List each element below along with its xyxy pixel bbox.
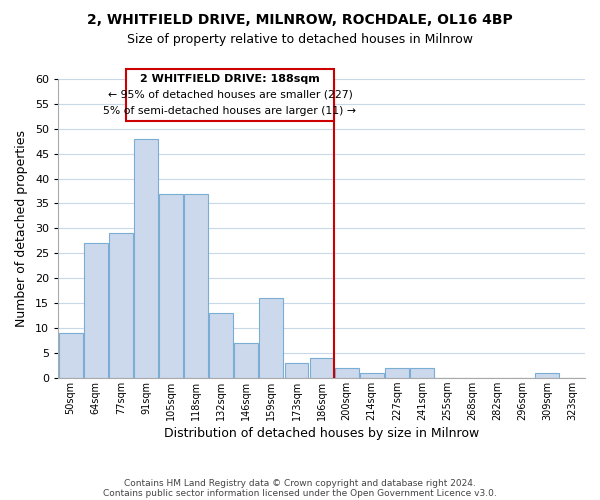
- Bar: [235, 343, 258, 378]
- Text: 2 WHITFIELD DRIVE: 188sqm: 2 WHITFIELD DRIVE: 188sqm: [140, 74, 320, 84]
- Bar: [209, 313, 233, 378]
- Bar: [335, 368, 359, 378]
- Text: Size of property relative to detached houses in Milnrow: Size of property relative to detached ho…: [127, 32, 473, 46]
- Bar: [284, 363, 308, 378]
- X-axis label: Distribution of detached houses by size in Milnrow: Distribution of detached houses by size …: [164, 427, 479, 440]
- Text: 2, WHITFIELD DRIVE, MILNROW, ROCHDALE, OL16 4BP: 2, WHITFIELD DRIVE, MILNROW, ROCHDALE, O…: [87, 12, 513, 26]
- Bar: [259, 298, 283, 378]
- Bar: [535, 373, 559, 378]
- Bar: [159, 194, 183, 378]
- Bar: [360, 373, 383, 378]
- Text: Contains public sector information licensed under the Open Government Licence v3: Contains public sector information licen…: [103, 488, 497, 498]
- Y-axis label: Number of detached properties: Number of detached properties: [15, 130, 28, 327]
- Bar: [310, 358, 334, 378]
- FancyBboxPatch shape: [126, 69, 334, 122]
- Bar: [134, 139, 158, 378]
- Text: Contains HM Land Registry data © Crown copyright and database right 2024.: Contains HM Land Registry data © Crown c…: [124, 478, 476, 488]
- Bar: [59, 333, 83, 378]
- Bar: [410, 368, 434, 378]
- Bar: [184, 194, 208, 378]
- Text: 5% of semi-detached houses are larger (11) →: 5% of semi-detached houses are larger (1…: [103, 106, 356, 117]
- Bar: [109, 234, 133, 378]
- Text: ← 95% of detached houses are smaller (227): ← 95% of detached houses are smaller (22…: [107, 90, 352, 100]
- Bar: [84, 244, 107, 378]
- Bar: [385, 368, 409, 378]
